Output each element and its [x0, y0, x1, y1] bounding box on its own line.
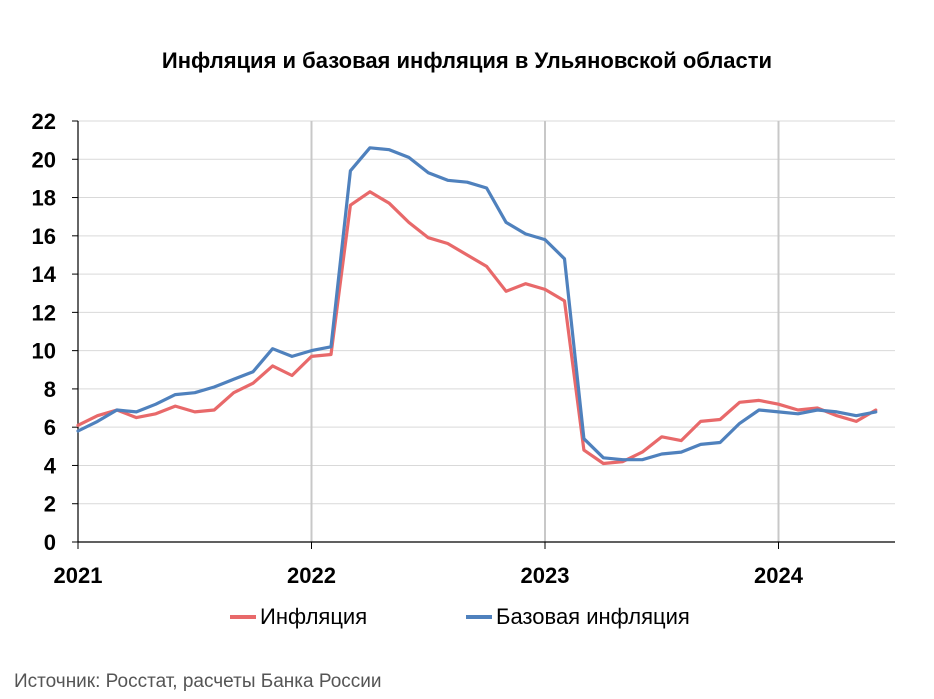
x-tick-label: 2024 — [754, 563, 804, 588]
legend-swatch-core-inflation — [466, 615, 492, 619]
y-tick-label: 20 — [32, 147, 56, 172]
legend-swatch-inflation — [230, 615, 256, 619]
y-tick-label: 14 — [32, 262, 57, 287]
y-tick-label: 4 — [44, 453, 57, 478]
y-tick-label: 0 — [44, 530, 56, 555]
y-tick-label: 2 — [44, 492, 56, 517]
y-axis-ticks: 0 2 4 6 8 10 12 14 16 18 20 22 — [32, 109, 57, 555]
y-tick-label: 22 — [32, 109, 56, 134]
legend-item-inflation: Инфляция — [230, 602, 367, 632]
axes — [72, 120, 895, 549]
grid — [78, 120, 895, 542]
y-tick-label: 8 — [44, 377, 56, 402]
x-tick-label: 2022 — [287, 563, 336, 588]
series-line-inflation — [76, 190, 878, 466]
y-tick-label: 10 — [32, 339, 56, 364]
y-tick-label: 16 — [32, 224, 56, 249]
legend-label-inflation: Инфляция — [260, 604, 368, 629]
y-tick-label: 6 — [44, 415, 56, 440]
legend: Инфляция Базовая инфляция — [0, 602, 934, 632]
y-tick-label: 12 — [32, 300, 56, 325]
x-axis-ticks: 2021 2022 2023 2024 — [54, 563, 804, 588]
x-tick-label: 2023 — [521, 563, 570, 588]
legend-item-core-inflation: Базовая инфляция — [466, 602, 690, 632]
series-line-core-inflation — [76, 146, 878, 462]
y-tick-label: 18 — [32, 186, 56, 211]
x-tick-label: 2021 — [54, 563, 103, 588]
series-lines — [76, 146, 878, 466]
chart-title: Инфляция и базовая инфляция в Ульяновско… — [161, 48, 773, 73]
legend-label-core-inflation: Базовая инфляция — [496, 604, 690, 629]
source-note: Источник: Росстат, расчеты Банка России — [14, 671, 382, 692]
